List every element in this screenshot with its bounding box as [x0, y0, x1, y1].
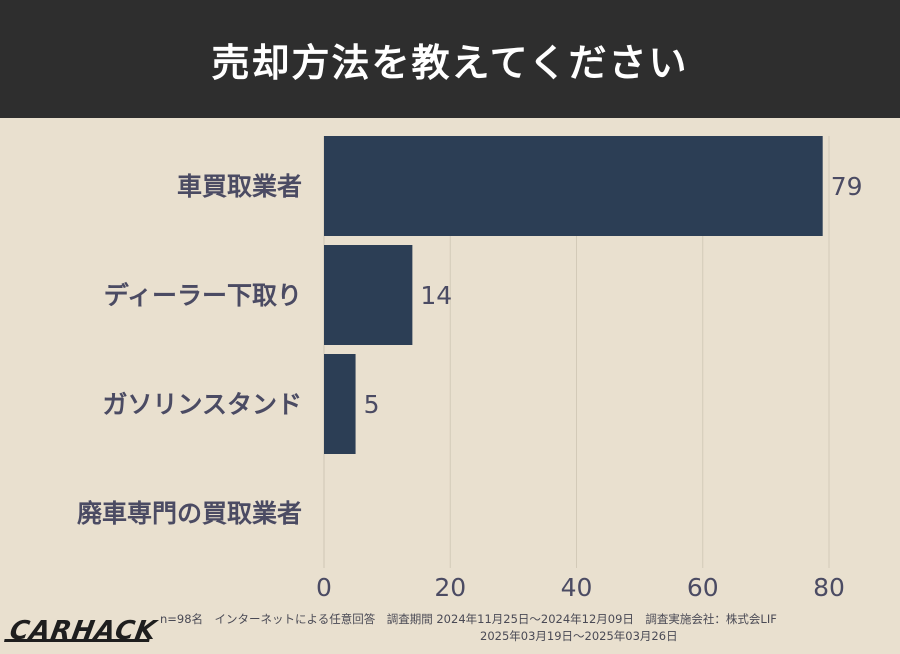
category-label: ガソリンスタンド [102, 390, 302, 419]
survey-note: n=98名 インターネットによる任意回答 調査期間 2024年11月25日〜20… [160, 611, 880, 645]
value-label: 79 [831, 172, 863, 201]
carhack-logo: CARHACK [7, 616, 160, 646]
x-tick-label: 0 [316, 573, 332, 602]
category-label: 車買取業者 [177, 172, 302, 201]
footer: CARHACK n=98名 インターネットによる任意回答 調査期間 2024年1… [0, 606, 900, 654]
page-title: 売却方法を教えてください [211, 40, 689, 85]
survey-note-line2: 2025年03月19日〜2025年03月26日 [480, 629, 678, 643]
x-tick-label: 60 [687, 573, 719, 602]
header-bar: 売却方法を教えてください [0, 0, 900, 118]
bar [324, 354, 356, 454]
value-label: 5 [364, 390, 380, 419]
category-label: 廃車専門の買取業者 [77, 499, 302, 528]
x-tick-label: 80 [813, 573, 845, 602]
x-tick-label: 20 [434, 573, 466, 602]
value-label: 14 [420, 281, 452, 310]
survey-note-line1: n=98名 インターネットによる任意回答 調査期間 2024年11月25日〜20… [160, 612, 777, 626]
x-tick-label: 40 [561, 573, 593, 602]
category-label: ディーラー下取り [104, 281, 302, 310]
bar [324, 245, 413, 345]
bar [324, 136, 823, 236]
bar-chart: 車買取業者 79 ディーラー下取り 14 ガソリンスタンド 5 廃車専門の買取業者 0 20 40… [77, 136, 863, 602]
